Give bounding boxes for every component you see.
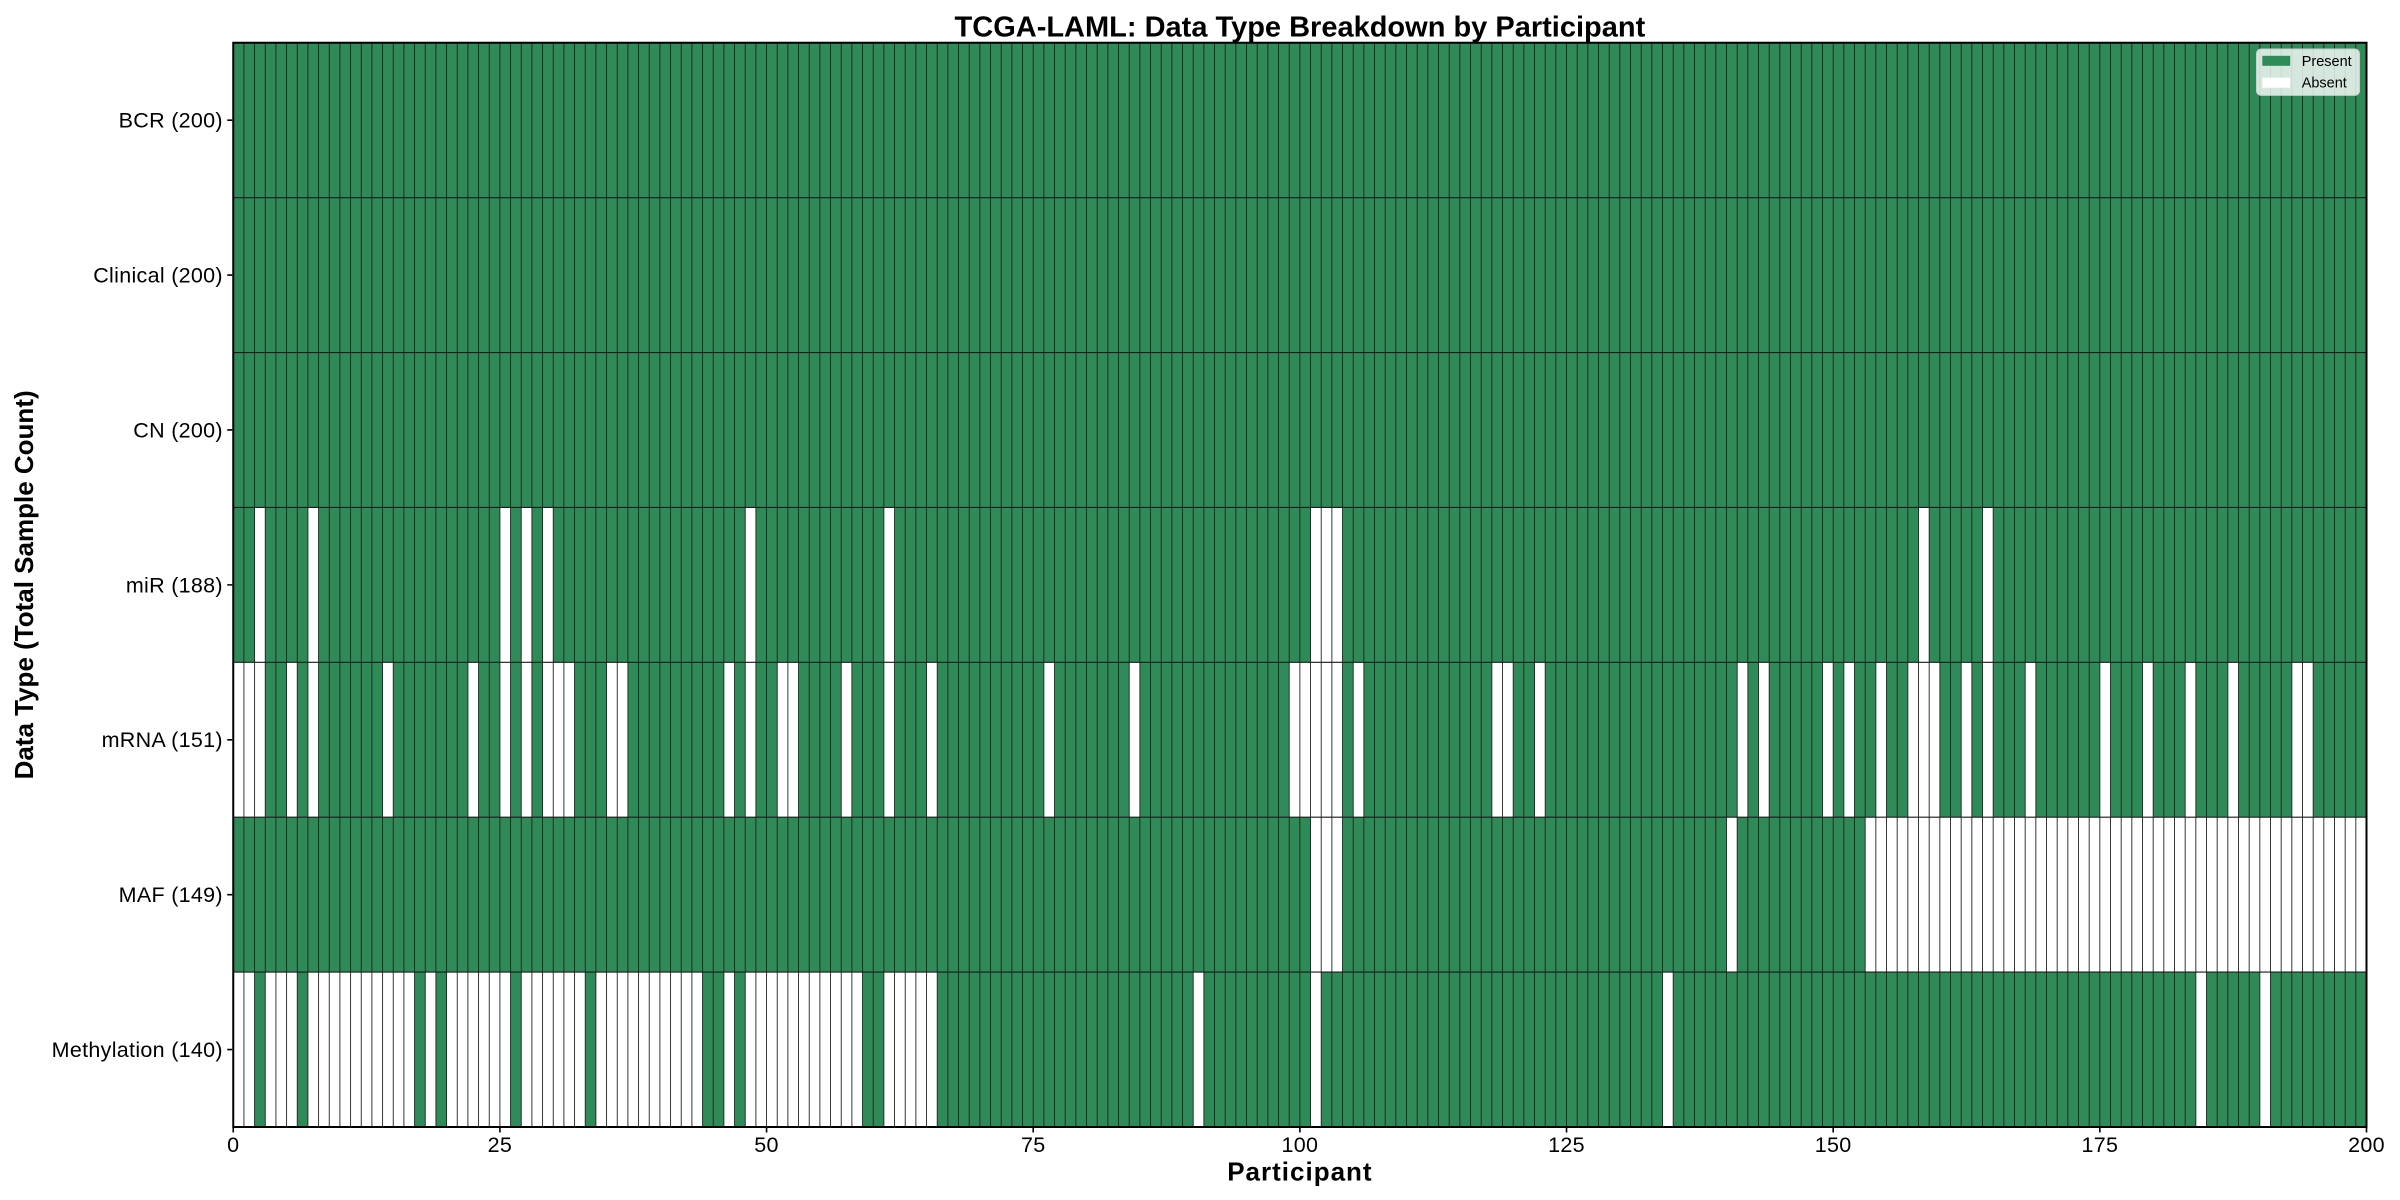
svg-text:mRNA (151): mRNA (151) bbox=[102, 728, 223, 752]
svg-text:CN (200): CN (200) bbox=[133, 418, 223, 442]
svg-text:Clinical (200): Clinical (200) bbox=[93, 263, 223, 287]
svg-text:75: 75 bbox=[1021, 1133, 1046, 1157]
svg-text:Absent: Absent bbox=[2302, 76, 2347, 92]
svg-text:100: 100 bbox=[1281, 1133, 1318, 1157]
svg-text:Present: Present bbox=[2302, 54, 2352, 70]
svg-text:200: 200 bbox=[2348, 1133, 2385, 1157]
svg-text:miR (188): miR (188) bbox=[126, 573, 223, 597]
svg-text:MAF (149): MAF (149) bbox=[119, 883, 223, 907]
svg-text:Methylation (140): Methylation (140) bbox=[52, 1038, 223, 1062]
svg-text:Participant: Participant bbox=[1227, 1156, 1372, 1186]
svg-text:Data Type (Total Sample Count): Data Type (Total Sample Count) bbox=[9, 390, 39, 779]
svg-text:TCGA-LAML: Data Type Breakdown: TCGA-LAML: Data Type Breakdown by Partic… bbox=[955, 11, 1646, 43]
svg-text:25: 25 bbox=[488, 1133, 513, 1157]
svg-text:0: 0 bbox=[227, 1133, 239, 1157]
svg-text:175: 175 bbox=[2081, 1133, 2118, 1157]
svg-text:50: 50 bbox=[754, 1133, 779, 1157]
svg-text:150: 150 bbox=[1815, 1133, 1852, 1157]
svg-text:125: 125 bbox=[1548, 1133, 1585, 1157]
svg-text:BCR (200): BCR (200) bbox=[119, 109, 223, 133]
